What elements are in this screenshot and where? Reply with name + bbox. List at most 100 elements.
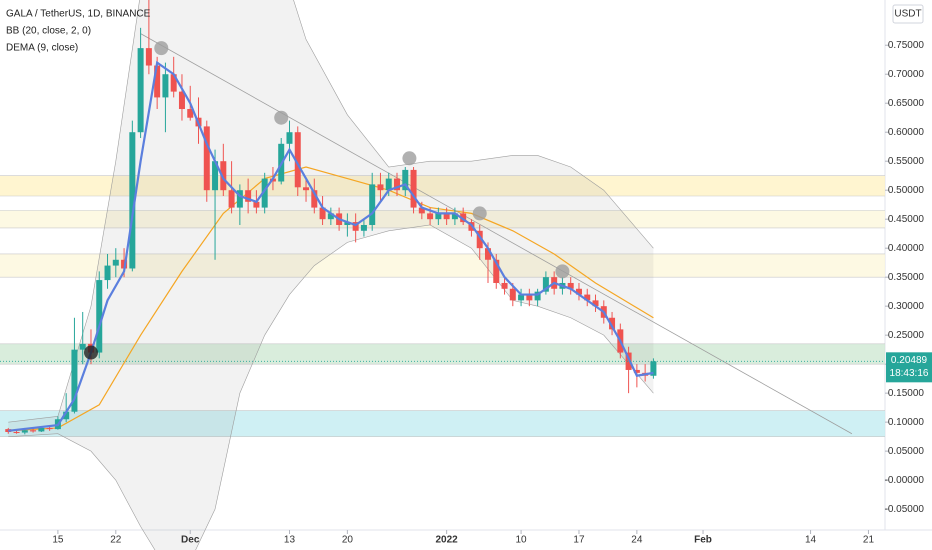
y-tick-label: 0.25000 [888,330,925,341]
candle-body [253,201,260,208]
plot-area [0,0,885,550]
candle-body [402,169,409,191]
candle-body [344,222,351,225]
x-tick-label: 14 [805,535,817,546]
candle-body [13,432,20,434]
candle-body [220,161,227,191]
candle-body [493,259,500,283]
x-tick-label: 24 [631,535,643,546]
y-tick-label: 0.10000 [888,417,925,428]
candle-body [71,349,78,412]
zone [0,253,885,278]
candle-body [294,132,301,188]
candle-body [609,317,616,330]
signal-marker [154,41,169,56]
y-tick-label: 0.05000 [888,446,925,457]
candle-body [418,207,425,214]
candle-body [542,277,549,292]
candle-body [170,74,177,92]
y-tick-label: 0.60000 [888,127,925,138]
y-tick-label: 0.40000 [888,243,925,254]
candle-body [377,184,384,191]
candle-body [327,213,334,220]
x-tick-label: 21 [863,535,875,546]
y-tick-label: -0.05000 [885,504,925,515]
candle-body [369,184,376,225]
candle-body [443,213,450,220]
candle-body [187,109,194,118]
y-tick-label: 0.15000 [888,388,925,399]
y-tick-label: 0.55000 [888,156,925,167]
x-tick-label: 13 [284,535,296,546]
indicator-label: DEMA (9, close) [6,43,78,54]
candle-body [625,352,632,370]
x-tick-label: 15 [52,535,64,546]
last-price-label: 0.20489 [891,355,928,366]
candle-body [410,169,417,208]
x-tick-label: Dec [181,535,200,546]
candle-body [435,213,442,220]
last-price-box [886,352,932,383]
candle-body [427,213,434,220]
signal-marker [472,206,487,221]
candle-body [460,213,467,223]
bb-band [8,0,654,550]
y-tick-label: 0.45000 [888,214,925,225]
candle-body [30,430,37,432]
candle-body [501,282,508,289]
zone [0,410,885,437]
chart-title: GALA / TetherUS, 1D, BINANCE [6,9,151,20]
candle-body [584,294,591,301]
candle-body [286,132,293,144]
candle-body [46,427,53,430]
x-tick-label: 2022 [436,535,459,546]
currency-label[interactable]: USDT [894,9,921,20]
y-tick-label: 0.35000 [888,272,925,283]
y-tick-label: 0.65000 [888,98,925,109]
x-tick-label: 17 [573,535,585,546]
y-tick-label: -0.00000 [885,475,925,486]
countdown-label: 18:43:16 [890,368,929,379]
signal-marker [274,110,289,125]
x-tick-label: 22 [110,535,122,546]
candle-body [162,74,169,98]
currency-box[interactable] [892,4,924,24]
candle-body [385,178,392,191]
signal-marker [402,151,417,166]
candle-body [352,222,359,231]
x-tick-label: 10 [516,535,528,546]
candle-body [38,427,45,432]
y-tick-label: 0.70000 [888,69,925,80]
candle-body [394,178,401,191]
signal-marker [555,264,570,279]
indicator-label: BB (20, close, 2, 0) [6,26,91,37]
y-tick-label: 0.75000 [888,40,925,51]
candle-body [178,91,185,110]
candle-body [212,161,219,191]
candle-body [129,132,136,269]
candle-body [484,248,491,260]
dema-line [8,60,654,432]
candle-body [154,65,161,98]
candle-body [63,411,70,420]
candle-body [79,343,86,350]
bb-basis [8,166,654,432]
candle-body [145,48,152,66]
candle-body [203,126,210,191]
candle-body [575,288,582,295]
signal-marker [83,345,98,360]
candle-body [319,207,326,220]
candle-body [509,288,516,301]
candle-body [112,259,119,266]
candle-body [228,190,235,208]
trendline [140,33,853,435]
y-tick-label: 0.30000 [888,301,925,312]
candle-body [245,190,252,202]
candle-body [518,294,525,301]
candle-body [360,224,367,231]
candle-body [534,291,541,301]
zone [0,343,885,365]
y-tick-label: 0.50000 [888,185,925,196]
bb-lower [8,224,654,550]
